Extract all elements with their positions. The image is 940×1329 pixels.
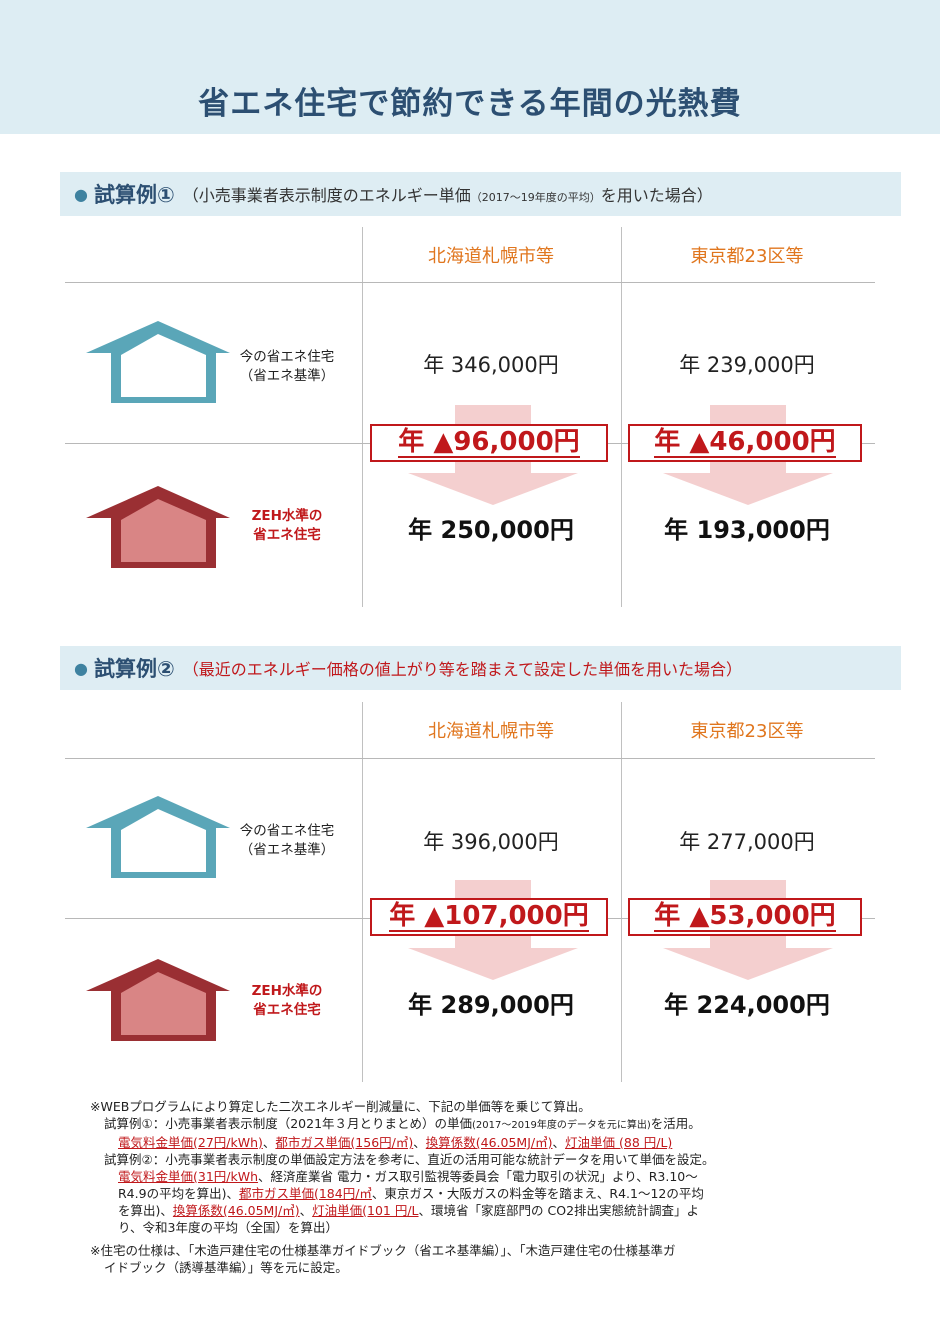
house-zeh-icon	[86, 486, 230, 568]
zeh-house-label: ZEH水準の 省エネ住宅	[251, 508, 323, 543]
current-cost-tokyo: 年 239,000円	[679, 353, 815, 377]
zeh-cost-tokyo: 年 193,000円	[664, 516, 830, 544]
current-cost-sapporo: 年 346,000円	[423, 353, 559, 377]
city-sapporo: 北海道札幌市等	[428, 721, 554, 742]
note-case1: 試算例①：小売事業者表示制度（2021年３月とりまとめ）の単価(2017～201…	[104, 1116, 701, 1131]
case1-desc: （小売事業者表示制度のエネルギー単価（2017～19年度の平均）を用いた場合）	[182, 186, 713, 205]
divider	[65, 758, 875, 759]
note-case1-units: 電気料金単価(27円/kWh)、都市ガス単価(156円/㎥)、換算係数(46.0…	[118, 1135, 673, 1150]
case1-label: 試算例①	[93, 183, 175, 207]
current-cost-tokyo: 年 277,000円	[679, 830, 815, 854]
house-zeh-icon	[86, 959, 230, 1041]
note-case2-line2: R4.9の平均を算出)、都市ガス単価(184円/㎥、東京ガス・大阪ガスの料金等を…	[118, 1186, 704, 1201]
note-case2-line3: を算出)、換算係数(46.05MJ/㎥)、灯油単価(101 円/L、環境省「家庭…	[118, 1203, 700, 1218]
note-case2: 試算例②：小売事業者表示制度の単価設定方法を参考に、直近の活用可能な統計データを…	[104, 1152, 715, 1167]
current-house-label: 今の省エネ住宅 （省エネ基準）	[239, 349, 335, 384]
zeh-cost-sapporo: 年 289,000円	[408, 991, 574, 1019]
city-tokyo: 東京都23区等	[690, 721, 804, 742]
divider	[621, 227, 622, 607]
saving-box-sapporo: 年 ▲96,000円	[370, 424, 608, 462]
case1-header: ● 試算例① （小売事業者表示制度のエネルギー単価（2017～19年度の平均）を…	[60, 172, 901, 216]
zeh-cost-tokyo: 年 224,000円	[664, 991, 830, 1019]
zeh-cost-sapporo: 年 250,000円	[408, 516, 574, 544]
house-outline-icon	[86, 796, 230, 878]
title-banner	[0, 0, 940, 134]
zeh-house-label: ZEH水準の 省エネ住宅	[251, 983, 323, 1018]
bullet-icon: ●	[74, 658, 88, 678]
page-title: 省エネ住宅で節約できる年間の光熱費	[198, 86, 742, 122]
note-spec: ※住宅の仕様は、「木造戸建住宅の仕様基準ガイドブック（省エネ基準編）」、「木造戸…	[90, 1243, 676, 1258]
note-spec-cont: イドブック（誘導基準編）」等を元に設定。	[104, 1260, 348, 1275]
saving-box-tokyo: 年 ▲46,000円	[628, 424, 862, 462]
city-tokyo: 東京都23区等	[690, 246, 804, 267]
case2-header: ● 試算例② （最近のエネルギー価格の値上がり等を踏まえて設定した単価を用いた場…	[60, 646, 901, 690]
footnotes: ※WEBプログラムにより算定した二次エネルギー削減量に、下記の単価等を乗じて算出…	[90, 1098, 890, 1276]
divider	[362, 227, 363, 607]
saving-box-sapporo: 年 ▲107,000円	[370, 898, 608, 936]
case2-desc: （最近のエネルギー価格の値上がり等を踏まえて設定した単価を用いた場合）	[182, 660, 742, 679]
divider	[621, 702, 622, 1082]
note-intro: ※WEBプログラムにより算定した二次エネルギー削減量に、下記の単価等を乗じて算出…	[90, 1099, 591, 1114]
city-sapporo: 北海道札幌市等	[428, 246, 554, 267]
bullet-icon: ●	[74, 184, 88, 204]
current-cost-sapporo: 年 396,000円	[423, 830, 559, 854]
house-outline-icon	[86, 321, 230, 403]
note-case2-line1: 電気料金単価(31円/kWh、経済産業省 電力・ガス取引監視等委員会「電力取引の…	[118, 1169, 698, 1184]
saving-box-tokyo: 年 ▲53,000円	[628, 898, 862, 936]
note-case2-line4: り、令和3年度の平均（全国）を算出）	[118, 1220, 338, 1235]
divider	[65, 282, 875, 283]
case2-label: 試算例②	[93, 657, 175, 681]
current-house-label: 今の省エネ住宅 （省エネ基準）	[239, 823, 335, 858]
divider	[362, 702, 363, 1082]
